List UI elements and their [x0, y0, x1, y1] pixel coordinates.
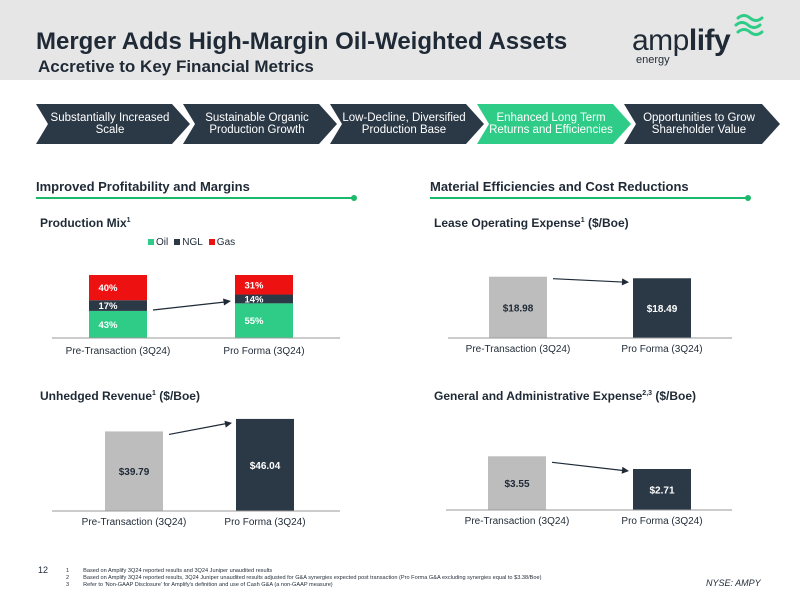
trend-arrow-line [552, 278, 624, 283]
bar-pre-transaction [105, 431, 163, 511]
section-divider-left [36, 197, 354, 199]
bar-value-label: $2.71 [649, 486, 674, 497]
chart-title-revenue: Unhedged Revenue1 ($/Boe) [40, 389, 200, 403]
wave-icon [734, 14, 764, 36]
bar-segment-oil [89, 310, 147, 338]
segment-value-label: 55% [244, 316, 264, 327]
bar-pro-forma [236, 418, 294, 511]
chevron-2 [183, 104, 337, 144]
bar-pro-forma [633, 469, 691, 510]
segment-value-label: 14% [244, 294, 264, 305]
chevron-label-3: Low-Decline, Diversified Production Base [342, 112, 466, 136]
stock-ticker: NYSE: AMPY [706, 578, 761, 588]
section-title-left: Improved Profitability and Margins [36, 179, 250, 194]
footnote: 2 Based on Amplify 3Q24 reported results,… [66, 575, 542, 581]
footnote: 3 Refer to 'Non-GAAP Disclosure' for Ampl… [66, 582, 333, 588]
category-label: Pro Forma (3Q24) [224, 517, 305, 528]
section-divider-dot-left [351, 195, 357, 201]
bar-value-label: $3.55 [504, 479, 529, 490]
chevron-shapes [36, 104, 780, 144]
bar-segment-gas [89, 275, 147, 301]
trend-arrow-head [621, 466, 629, 474]
legend-swatch-ngl [174, 239, 181, 246]
category-label: Pre-Transaction (3Q24) [465, 516, 570, 527]
chevron-3 [330, 104, 484, 144]
bar-value-label: $39.79 [119, 467, 150, 478]
bar-segment-oil [235, 303, 293, 338]
bar-segment-gas [235, 275, 293, 295]
page-number: 12 [38, 565, 49, 575]
chevron-label-1: Substantially Increased Scale [50, 112, 170, 136]
trend-arrow-line [168, 423, 227, 436]
section-divider-right [430, 197, 748, 199]
bar-pre-transaction [488, 456, 546, 510]
bar-value-label: $46.04 [250, 461, 281, 472]
trend-arrow-head [223, 298, 231, 306]
trend-arrow-head [224, 420, 232, 428]
chart-title-loe: Lease Operating Expense1 ($/Boe) [434, 216, 629, 230]
footnotes: 1 Based on Amplify 3Q24 reported results … [66, 568, 541, 589]
legend-item-oil: Oil [148, 237, 168, 248]
bar-segment-ngl [235, 294, 293, 304]
category-label: Pro Forma (3Q24) [621, 516, 702, 527]
legend-swatch-oil [148, 239, 154, 246]
chart-legend: Oil NGL Gas [148, 237, 235, 248]
trend-arrow-line [152, 301, 226, 311]
segment-value-label: 40% [98, 283, 118, 294]
section-title-right: Material Efficiencies and Cost Reduction… [430, 179, 689, 194]
chevron-label-4: Enhanced Long Term Returns and Efficienc… [489, 112, 613, 136]
category-label: Pre-Transaction (3Q24) [82, 517, 187, 528]
bar-segment-ngl [89, 300, 147, 311]
company-logo: amplify energy [632, 12, 772, 72]
bar-value-label: $18.98 [503, 303, 534, 314]
section-divider-dot-right [745, 195, 751, 201]
trend-arrow-line [551, 461, 624, 472]
category-label: Pre-Transaction (3Q24) [66, 346, 171, 357]
chart-title-production-mix: Production Mix1 [40, 216, 131, 230]
bar-pre-transaction [489, 276, 547, 338]
process-chevrons: Substantially Increased Scale Sustainabl… [36, 104, 780, 144]
segment-value-label: 31% [244, 280, 264, 291]
chevron-5 [624, 104, 780, 144]
category-label: Pro Forma (3Q24) [621, 344, 702, 355]
legend-item-gas: Gas [208, 237, 235, 248]
bar-pro-forma [633, 278, 691, 338]
segment-value-label: 43% [98, 320, 118, 331]
logo-subtext: energy [636, 54, 670, 66]
production-mix-chart: 43% 17% 40% Pre-Transaction (3Q24) 55% 14% 31%… [52, 275, 340, 357]
gna-chart: $3.55 Pre-Transaction (3Q24) $2.71 Pro Form… [446, 456, 732, 527]
legend-swatch-gas [208, 239, 215, 246]
trend-arrow-head [621, 278, 629, 286]
footnote: 1 Based on Amplify 3Q24 reported results … [66, 568, 273, 574]
page-subtitle: Accretive to Key Financial Metrics [38, 57, 314, 76]
chevron-label-2: Sustainable Organic Production Growth [205, 112, 309, 136]
chart-title-gna: General and Administrative Expense2,3 ($… [434, 389, 697, 403]
category-label: Pro Forma (3Q24) [223, 346, 304, 357]
loe-chart: $18.98 Pre-Transaction (3Q24) $18.49 Pro Fo… [448, 276, 732, 355]
page-title: Merger Adds High-Margin Oil-Weighted Ass… [36, 28, 568, 55]
legend-item-ngl: NGL [174, 237, 203, 248]
bar-value-label: $18.49 [647, 304, 678, 315]
logo-wordmark: amplify [632, 24, 731, 57]
chevron-label-5: Opportunities to Grow Shareholder Value [643, 112, 755, 136]
segment-value-label: 17% [98, 301, 118, 312]
revenue-chart: $39.79 Pre-Transaction (3Q24) $46.04 Pro Fo… [52, 418, 340, 528]
chevron-4 [477, 104, 631, 144]
header-bar [0, 0, 800, 80]
category-label: Pre-Transaction (3Q24) [466, 344, 571, 355]
chevron-1 [36, 104, 190, 144]
